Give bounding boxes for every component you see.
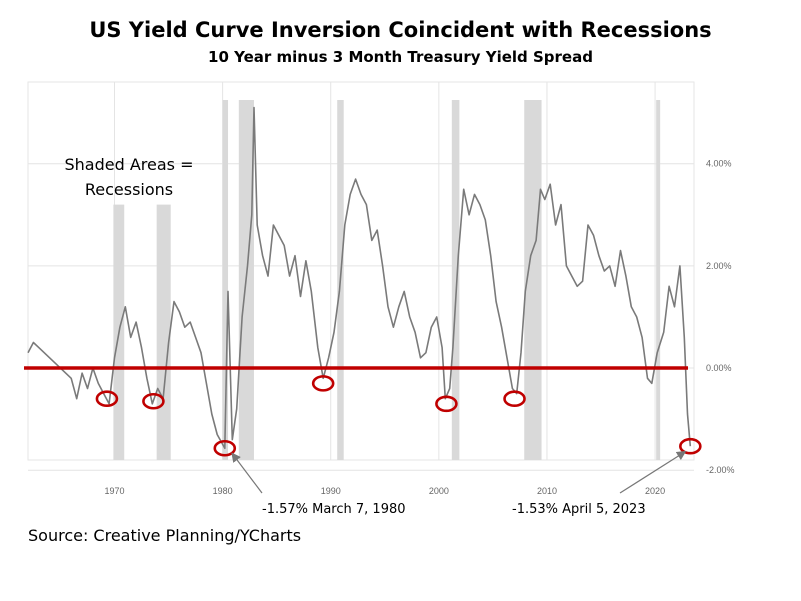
y-tick-label: 2.00%	[706, 261, 732, 271]
x-tick-label: 2010	[537, 486, 557, 496]
recession-legend-note: Shaded Areas =	[65, 155, 194, 174]
y-tick-label: -2.00%	[706, 465, 735, 475]
inversion-circle	[142, 392, 165, 410]
y-tick-label: 4.00%	[706, 159, 732, 169]
recession-band	[524, 100, 542, 460]
annotations: Shaded Areas = Recessions -1.57% March 7, …	[65, 155, 687, 517]
inversion-circle	[679, 437, 702, 455]
recession-legend-note: Recessions	[85, 180, 173, 199]
inversion-circle	[311, 375, 335, 392]
recession-bands	[113, 100, 661, 460]
callout-1980-label: -1.57% March 7, 1980	[262, 502, 406, 517]
source-note: Source: Creative Planning/YCharts	[28, 526, 302, 545]
x-tick-label: 2000	[429, 486, 449, 496]
y-axis-ticks: 4.00% 2.00% 0.00% -2.00%	[706, 159, 735, 475]
recession-band	[156, 204, 171, 460]
x-axis-ticks: 1970 1980 1990 2000 2010 2020	[104, 486, 665, 496]
x-tick-label: 1970	[104, 486, 124, 496]
inversion-circle	[95, 390, 119, 408]
y-tick-label: 0.00%	[706, 363, 732, 373]
x-tick-label: 2020	[645, 486, 665, 496]
gridlines	[27, 81, 695, 471]
recession-band	[656, 100, 661, 460]
x-tick-label: 1990	[321, 486, 341, 496]
x-tick-label: 1980	[213, 486, 233, 496]
callout-2023-label: -1.53% April 5, 2023	[512, 502, 646, 517]
recession-band	[451, 100, 460, 460]
chart-title: US Yield Curve Inversion Coincident with…	[89, 18, 712, 42]
inversion-markers	[95, 375, 702, 457]
inversion-circle	[213, 439, 237, 457]
inversion-circle	[503, 390, 526, 408]
spread-series	[27, 106, 692, 450]
plot-frame	[27, 81, 695, 461]
inversion-circle	[435, 395, 458, 413]
callout-arrow	[231, 452, 263, 494]
chart-subtitle: 10 Year minus 3 Month Treasury Yield Spr…	[208, 48, 593, 66]
recession-band	[222, 100, 229, 460]
callout-arrow	[619, 450, 687, 494]
spread-line	[27, 106, 692, 450]
